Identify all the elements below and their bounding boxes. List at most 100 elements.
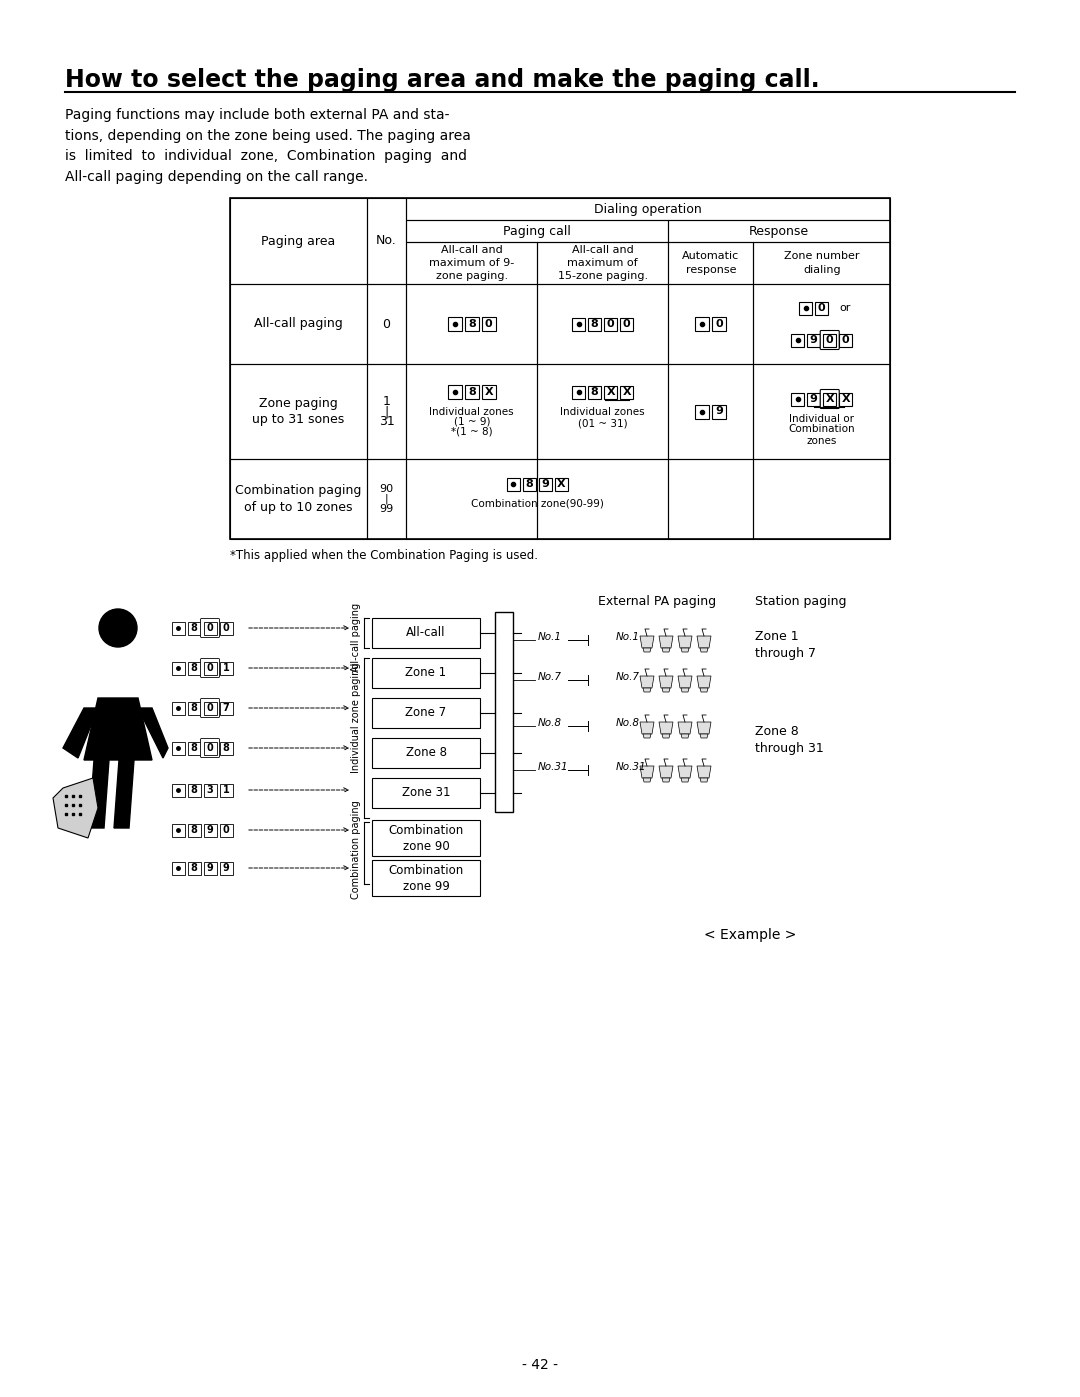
Bar — [537, 365, 669, 460]
Text: 9: 9 — [715, 407, 724, 416]
Bar — [219, 701, 232, 714]
Text: |: | — [384, 405, 389, 418]
Text: 8: 8 — [190, 743, 198, 753]
Polygon shape — [700, 733, 708, 738]
Bar — [406, 198, 890, 219]
Polygon shape — [643, 733, 651, 738]
FancyBboxPatch shape — [201, 739, 219, 757]
Bar — [754, 365, 890, 460]
Polygon shape — [700, 687, 708, 692]
Text: Paging functions may include both external PA and sta-
tions, depending on the z: Paging functions may include both extern… — [65, 108, 471, 184]
Text: Automatic
response: Automatic response — [683, 251, 740, 275]
Bar — [464, 386, 478, 400]
Bar — [203, 862, 216, 875]
Text: 3: 3 — [206, 785, 214, 795]
Bar — [754, 242, 890, 284]
Bar — [406, 219, 669, 242]
Polygon shape — [678, 636, 692, 648]
Text: 8: 8 — [591, 319, 598, 330]
Bar — [188, 862, 201, 875]
Text: No.: No. — [376, 235, 396, 247]
Text: (01 ~ 31): (01 ~ 31) — [578, 419, 627, 429]
Text: No.7: No.7 — [538, 672, 562, 682]
Bar — [669, 242, 754, 284]
Text: 8: 8 — [190, 863, 198, 873]
Bar — [669, 460, 754, 539]
Text: 9: 9 — [810, 394, 818, 404]
Text: No.1: No.1 — [616, 631, 640, 643]
Bar — [406, 365, 537, 460]
Text: 8: 8 — [468, 319, 475, 330]
Bar — [799, 302, 812, 314]
Bar — [172, 823, 185, 837]
Text: (1 ~ 9): (1 ~ 9) — [454, 416, 490, 427]
Bar — [219, 742, 232, 754]
Polygon shape — [643, 648, 651, 652]
Text: X: X — [622, 387, 631, 397]
Text: No.7: No.7 — [616, 672, 640, 682]
Text: 8: 8 — [591, 387, 598, 397]
Polygon shape — [640, 636, 654, 648]
Polygon shape — [63, 708, 98, 759]
Text: 9: 9 — [206, 826, 214, 835]
Bar — [669, 219, 890, 242]
Bar — [807, 393, 820, 405]
Text: All-call and
maximum of
15-zone paging.: All-call and maximum of 15-zone paging. — [557, 244, 648, 281]
Bar — [448, 317, 462, 331]
Bar — [172, 784, 185, 796]
Polygon shape — [84, 698, 152, 760]
Text: 0: 0 — [826, 335, 834, 345]
Bar — [230, 284, 366, 365]
Polygon shape — [640, 722, 654, 733]
Text: 90: 90 — [379, 483, 393, 495]
Text: or: or — [840, 303, 851, 313]
Text: 0: 0 — [382, 317, 391, 331]
Text: 8: 8 — [190, 826, 198, 835]
Text: 0: 0 — [206, 703, 214, 712]
Text: 0: 0 — [623, 319, 631, 330]
Bar — [372, 617, 480, 648]
Text: No.31: No.31 — [538, 761, 569, 773]
Bar — [696, 317, 710, 331]
Text: 99: 99 — [379, 504, 393, 514]
Text: 0: 0 — [206, 743, 214, 753]
Bar — [713, 317, 726, 331]
Text: *This applied when the Combination Paging is used.: *This applied when the Combination Pagin… — [230, 549, 538, 562]
Bar — [792, 393, 805, 405]
Bar — [372, 820, 480, 856]
Bar — [372, 738, 480, 768]
Bar — [219, 823, 232, 837]
Text: Zone 8: Zone 8 — [405, 746, 446, 760]
Bar — [219, 862, 232, 875]
Text: 8: 8 — [190, 703, 198, 712]
Text: 0: 0 — [206, 623, 214, 633]
Text: How to select the paging area and make the paging call.: How to select the paging area and make t… — [65, 68, 820, 92]
Bar — [839, 334, 852, 346]
Bar — [203, 784, 216, 796]
Text: 9: 9 — [810, 335, 818, 345]
Bar — [604, 317, 617, 331]
Bar — [219, 622, 232, 634]
Text: No.8: No.8 — [538, 718, 562, 728]
Text: Combination
zone 99: Combination zone 99 — [389, 863, 463, 893]
Bar — [188, 784, 201, 796]
Text: X: X — [841, 394, 850, 404]
Bar — [713, 405, 726, 419]
Text: No.1: No.1 — [538, 631, 562, 643]
Bar — [839, 393, 852, 405]
Polygon shape — [681, 648, 689, 652]
Polygon shape — [697, 722, 711, 733]
Text: Zone 1
through 7: Zone 1 through 7 — [755, 630, 816, 659]
FancyBboxPatch shape — [201, 619, 219, 637]
Bar — [188, 662, 201, 675]
Bar — [448, 386, 462, 400]
Polygon shape — [681, 733, 689, 738]
Polygon shape — [659, 766, 673, 778]
Text: Zone 31: Zone 31 — [402, 787, 450, 799]
Bar — [372, 861, 480, 895]
Text: All-call paging: All-call paging — [254, 317, 342, 331]
Text: Zone 1: Zone 1 — [405, 666, 446, 679]
Text: Individual zone paging: Individual zone paging — [351, 662, 361, 774]
Text: No.8: No.8 — [616, 718, 640, 728]
Polygon shape — [700, 778, 708, 782]
